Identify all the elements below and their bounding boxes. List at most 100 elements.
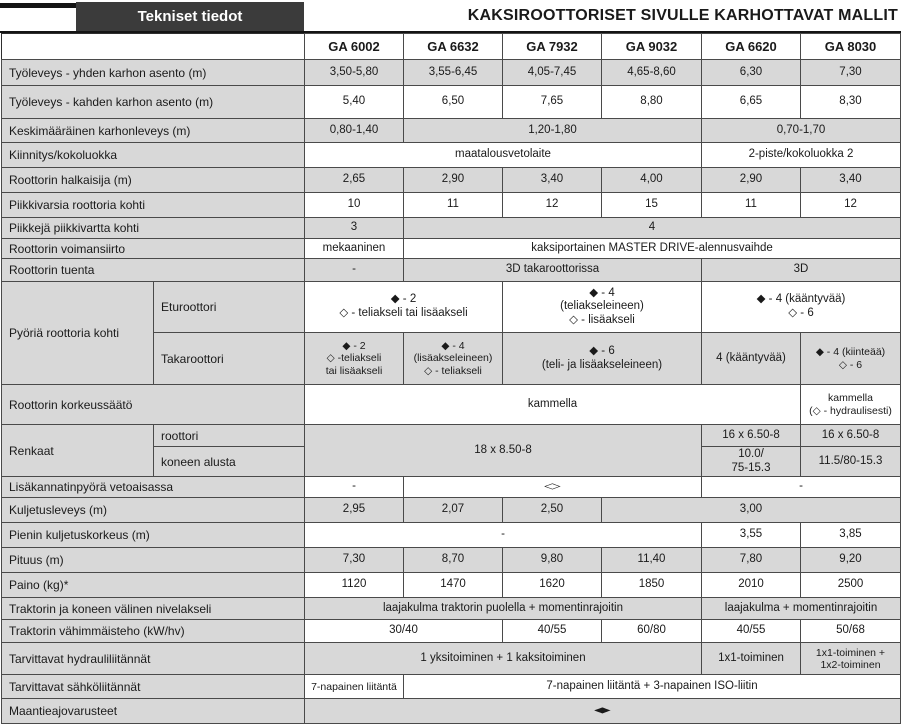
spec-cell: 6,30: [701, 59, 801, 86]
spec-cell: ◆ - 2 ◇ - teliakseli tai lisäakseli: [304, 281, 503, 333]
table-row: Kiinnitys/kokoluokka maatalousvetolaite 2-…: [1, 142, 901, 168]
row-label: Kuljetusleveys (m): [1, 497, 305, 524]
page-title: KAKSIROOTTORISET SIVULLE KARHOTTAVAT MAL…: [467, 6, 898, 24]
spec-cell: 1 yksitoiminen + 1 kaksitoiminen: [304, 642, 702, 676]
row-label: Pituus (m): [1, 547, 305, 574]
spec-cell: 15: [601, 192, 702, 218]
spec-cell: 16 x 6.50-8: [800, 424, 901, 447]
row-group-label: Pyöriä roottoria kohti: [1, 281, 154, 385]
spec-cell: 7-napainen liitäntä + 3-napainen ISO-lii…: [403, 674, 901, 700]
spec-cell: 8,80: [601, 85, 702, 119]
spec-cell: 40/55: [502, 619, 602, 644]
model-header: GA 6632: [403, 33, 503, 60]
table-row: Tarvittavat hydrauliliitännät 1 yksitoimi…: [1, 642, 901, 676]
row-label: Tarvittavat sähköliitännät: [1, 674, 305, 700]
row-label: Roottorin korkeussäätö: [1, 384, 305, 425]
table-row: Pienin kuljetuskorkeus (m) -3,55 3,85: [1, 522, 901, 549]
row-label: Työleveys - kahden karhon asento (m): [1, 85, 305, 119]
model-header: GA 6620: [701, 33, 801, 60]
spec-cell: kammella: [304, 384, 801, 425]
table-row: Kuljetusleveys (m) 2,95 2,07 2,50 3,00: [1, 497, 901, 524]
spec-cell: 8,30: [800, 85, 901, 119]
model-header: GA 7932: [502, 33, 602, 60]
spec-cell: 3,55: [701, 522, 801, 549]
spec-cell: mekaaninen: [304, 238, 404, 259]
spec-cell: 7-napainen liitäntä: [304, 674, 404, 700]
spec-cell: 11: [403, 192, 503, 218]
spec-cell: 5,40: [304, 85, 404, 119]
row-sublabel: Takaroottori: [153, 332, 305, 385]
row-label: Traktorin ja koneen välinen nivelakseli: [1, 597, 305, 621]
spec-cell: 4,05-7,45: [502, 59, 602, 86]
spec-cell: ◇: [403, 476, 702, 499]
spec-cell: 2,90: [403, 167, 503, 193]
spec-cell: ◆ - 4 (kiinteää) ◇ - 6: [800, 332, 901, 385]
table-row: Työleveys - kahden karhon asento (m) 5,40…: [1, 85, 901, 119]
spec-table: GA 6002 GA 6632 GA 7932 GA 9032 GA 6620 GA 80…: [1, 33, 901, 724]
row-label: Pienin kuljetuskorkeus (m): [1, 522, 305, 549]
table-row: Paino (kg)* 1120 1470 1620 1850 2010 2500: [1, 572, 901, 599]
spec-cell: -: [304, 476, 404, 499]
spec-cell: 2500: [800, 572, 901, 599]
row-label: Roottorin halkaisija (m): [1, 167, 305, 193]
spec-cell: 2,90: [701, 167, 801, 193]
spec-cell: 2,07: [403, 497, 503, 524]
row-sublabel: roottori: [153, 424, 305, 447]
spec-cell: 1470: [403, 572, 503, 599]
spec-cell: ◆ - 4 (lisäakseleineen) ◇ - teliakseli: [403, 332, 503, 385]
table-row: Pituus (m) 7,30 8,70 9,80 11,40 7,80 9,20: [1, 547, 901, 574]
table-row: koneen alusta 10.0/ 75-15.3 11.5/80-15.3: [2, 445, 901, 478]
spec-cell: 50/68: [800, 619, 901, 644]
section-title-box: Tekniset tiedot: [76, 2, 304, 31]
spec-cell: 3,55-6,45: [403, 59, 503, 86]
row-label: Roottorin voimansiirto: [1, 238, 305, 259]
spec-cell: 18 x 8.50-8: [304, 423, 702, 478]
spec-cell: 4,00: [601, 167, 702, 193]
spec-cell: 11: [701, 192, 801, 218]
section-title: Tekniset tiedot: [137, 8, 243, 25]
spec-cell: 7,65: [502, 85, 602, 119]
table-row: Maantieajovarusteet ◆: [1, 698, 901, 724]
row-sublabel: Eturoottori: [153, 281, 305, 333]
spec-cell: 7,30: [304, 547, 404, 574]
row-sublabel: koneen alusta: [153, 445, 305, 478]
spec-cell: 1120: [304, 572, 404, 599]
spec-cell: 16 x 6.50-8: [701, 424, 801, 447]
spec-cell: 3D: [701, 258, 901, 282]
top-left-rule: [0, 3, 76, 8]
spec-cell: 1620: [502, 572, 602, 599]
row-label: Lisäkannatinpyörä vetoaisassa: [1, 476, 305, 499]
row-label: Traktorin vähimmäisteho (kW/hv): [1, 619, 305, 644]
open-diamond-icon: ◇: [544, 482, 561, 491]
spec-cell: 9,80: [502, 547, 602, 574]
row-label: Paino (kg)*: [1, 572, 305, 599]
filled-diamond-icon: ◆: [594, 706, 611, 715]
spec-cell: 4 (kääntyvää): [701, 332, 801, 385]
table-row: Takaroottori ◆ - 2 ◇ -teliakseli tai lisä…: [2, 332, 901, 385]
table-row: Tarvittavat sähköliitännät 7-napainen lii…: [1, 674, 901, 700]
row-label: Työleveys - yhden karhon asento (m): [1, 59, 305, 86]
spec-cell: ◆: [304, 698, 901, 724]
spec-cell: ◆ - 2 ◇ -teliakseli tai lisäakseli: [304, 332, 404, 385]
spec-cell: maatalousvetolaite: [304, 142, 702, 168]
table-row: Piikkejä piikkivartta kohti 3 4: [1, 217, 901, 239]
table-row: Pyöriä roottoria kohti Eturoottori ◆ - 2 ◇…: [1, 281, 901, 385]
spec-cell: 3: [304, 217, 404, 239]
spec-cell: 3D takaroottorissa: [403, 258, 702, 282]
spec-cell: 1,20-1,80: [403, 118, 702, 143]
spec-cell: -: [304, 258, 404, 282]
row-label: Piikkejä piikkivartta kohti: [1, 217, 305, 239]
spec-cell: 0,80-1,40: [304, 118, 404, 143]
spec-cell: 6,65: [701, 85, 801, 119]
spec-cell: 1850: [601, 572, 702, 599]
spec-cell: 3,00: [601, 497, 901, 524]
spec-cell: 30/40: [304, 619, 503, 644]
row-group-label: Renkaat: [1, 423, 154, 478]
spec-cell: -: [304, 522, 702, 549]
spec-cell: 12: [800, 192, 901, 218]
spec-cell: 0,70-1,70: [701, 118, 901, 143]
spec-cell: -: [701, 476, 901, 499]
header-band: Tekniset tiedot KAKSIROOTTORISET SIVULLE…: [0, 0, 901, 33]
spec-cell: 12: [502, 192, 602, 218]
spec-cell: kaksiportainen MASTER DRIVE-alennusvaihd…: [403, 238, 901, 259]
